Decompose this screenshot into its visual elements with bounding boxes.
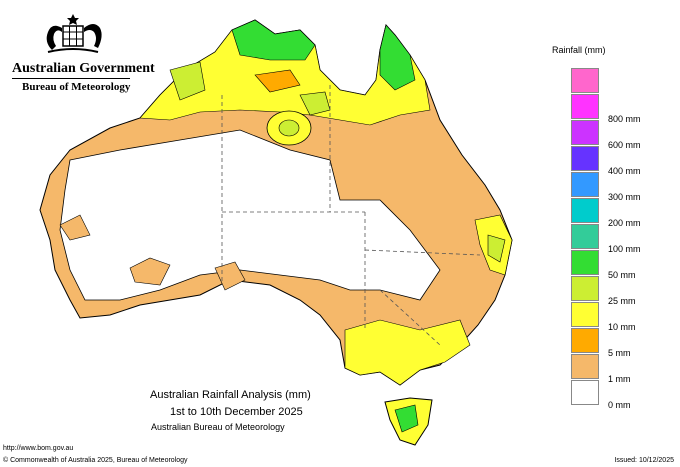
legend-swatches <box>571 68 599 406</box>
legend-label: 300 mm <box>608 192 641 202</box>
legend-swatch <box>571 276 599 301</box>
legend-label: 5 mm <box>608 348 631 358</box>
legend-swatch <box>571 198 599 223</box>
copyright-notice: © Commonwealth of Australia 2025, Bureau… <box>3 457 188 464</box>
legend-label: 400 mm <box>608 166 641 176</box>
website-link[interactable]: http://www.bom.gov.au <box>3 445 74 452</box>
government-name: Australian Government <box>12 61 155 76</box>
legend-swatch <box>571 302 599 327</box>
legend-label: 25 mm <box>608 296 636 306</box>
legend-swatch <box>571 94 599 119</box>
legend-swatch <box>571 172 599 197</box>
header-divider <box>12 78 130 79</box>
legend-swatch <box>571 380 599 405</box>
legend-label: 100 mm <box>608 244 641 254</box>
australia-rainfall-map <box>39 19 513 446</box>
legend-title: Rainfall (mm) <box>552 45 606 55</box>
legend-swatch <box>571 250 599 275</box>
legend-label: 50 mm <box>608 270 636 280</box>
legend-swatch <box>571 120 599 145</box>
issued-date: Issued: 10/12/2025 <box>614 457 674 464</box>
legend-label: 800 mm <box>608 114 641 124</box>
legend-label: 10 mm <box>608 322 636 332</box>
coat-of-arms-icon <box>46 14 102 53</box>
map-date-range: 1st to 10th December 2025 <box>170 406 303 418</box>
legend-swatch <box>571 68 599 93</box>
agency-name: Bureau of Meteorology <box>22 81 131 93</box>
legend-swatch <box>571 224 599 249</box>
state-borders <box>221 85 481 346</box>
legend-swatch <box>571 354 599 379</box>
legend-swatch <box>571 146 599 171</box>
legend-label: 600 mm <box>608 140 641 150</box>
legend-label: 0 mm <box>608 400 631 410</box>
legend-swatch <box>571 328 599 353</box>
map-title: Australian Rainfall Analysis (mm) <box>150 389 311 401</box>
map-source: Australian Bureau of Meteorology <box>151 422 285 432</box>
legend-label: 1 mm <box>608 374 631 384</box>
legend-label: 200 mm <box>608 218 641 228</box>
